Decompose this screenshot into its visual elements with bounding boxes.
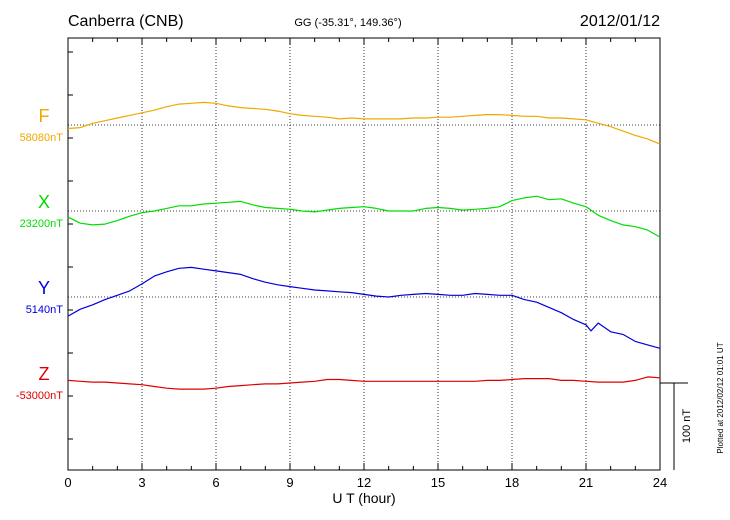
x-tick-label: 0 xyxy=(64,475,71,490)
series-line-f xyxy=(67,101,661,145)
series-baseline-y: 5140nT xyxy=(26,304,64,316)
x-tick-label: 9 xyxy=(286,475,293,490)
series-baseline-f: 58080nT xyxy=(20,132,64,144)
grid-lines xyxy=(141,38,587,470)
x-axis-label: U T (hour) xyxy=(332,490,395,506)
x-tick-label: 6 xyxy=(212,475,219,490)
series-line-y xyxy=(67,266,661,349)
station-title: Canberra (CNB) xyxy=(68,13,184,30)
x-tick-labels: 0 3 6 9 12 15 18 21 24 xyxy=(64,475,667,490)
series-name-y: Y xyxy=(38,278,50,298)
series-name-x: X xyxy=(38,192,50,212)
x-tick-label: 21 xyxy=(579,475,593,490)
plotted-note: Plotted at 2012/02/12 01:01 UT xyxy=(716,342,725,453)
series-labels: F 58080nT X 23200nT Y 5140nT Z -53000nT xyxy=(16,106,63,402)
series-baseline-z: -53000nT xyxy=(16,390,63,402)
series-baseline-x: 23200nT xyxy=(20,218,64,230)
x-tick-label: 12 xyxy=(357,475,371,490)
series-name-f: F xyxy=(39,106,50,126)
scale-bar-label: 100 nT xyxy=(681,409,693,444)
coords-label: GG (-35.31°, 149.36°) xyxy=(294,17,401,29)
date-label: 2012/01/12 xyxy=(580,13,660,30)
series-line-x xyxy=(67,195,661,238)
x-tick-label: 18 xyxy=(505,475,519,490)
x-tick-label: 15 xyxy=(431,475,445,490)
series-name-z: Z xyxy=(39,364,50,384)
axis-ticks xyxy=(67,38,661,470)
series-line-z xyxy=(67,376,661,390)
series-lines xyxy=(67,101,661,390)
scale-bar: 100 nT xyxy=(660,382,693,470)
x-tick-label: 24 xyxy=(653,475,667,490)
x-tick-label: 3 xyxy=(138,475,145,490)
